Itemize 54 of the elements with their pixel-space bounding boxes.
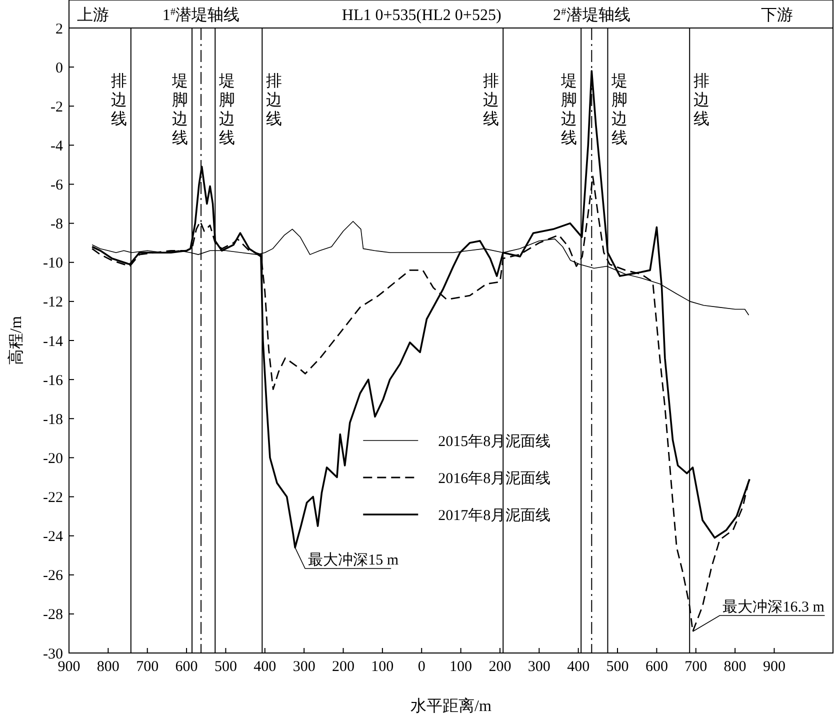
y-tick-label: 2 [56,21,63,38]
ref-line-label: 堤脚边线 [560,73,578,147]
ref-line-label: 排边线 [694,72,710,128]
y-axis-title: 高程/m [7,316,25,365]
text: 上游 [77,6,109,24]
y-tick-label: -16 [43,372,64,389]
ref-line-label: 1$^{#}$潜堤轴线 [162,6,240,24]
y-tick-label: -10 [43,256,63,272]
legend-label: 2016年8月泥面线 [438,470,551,487]
y-tick-label: -12 [43,294,63,311]
y-tick-label: -6 [50,178,64,194]
x-tick-label: 100 [371,659,394,675]
y-tick-label: -28 [43,607,63,624]
y-tick-label: -20 [43,450,63,467]
x-tick-label: 500 [214,659,237,675]
ref-line-label: 排边线 [266,72,282,128]
ref-line-label: 2$^{#}$潜堤轴线 [553,6,630,24]
y-tick-label: -26 [43,568,64,584]
x-tick-label: 500 [606,659,629,675]
x-tick-label: 400 [567,659,590,675]
x-tick-label: 300 [292,659,316,675]
annotation: 最大冲深16.3 m [722,598,825,616]
x-tick-label: 600 [645,659,668,675]
x-tick-label: 200 [332,659,355,675]
annotation: 最大冲深15 m [308,552,399,569]
x-tick-label: 100 [450,659,472,675]
y-tick-label: -8 [50,216,63,233]
y-tick-label: -2 [50,99,63,116]
x-tick-label: 700 [136,659,159,675]
ref-line-label: 堤脚边线 [610,73,628,147]
x-tick-label: 600 [175,659,198,675]
x-tick-label: 900 [762,659,786,675]
x-tick-label: 700 [684,659,708,675]
x-tick-label: 800 [96,659,120,675]
y-tick-label: -24 [43,529,64,546]
x-tick-label: 400 [254,659,276,675]
x-tick-label: 200 [488,659,512,675]
ref-line-label: 排边线 [483,72,500,128]
y-tick-label: -18 [43,412,63,428]
ref-line-label: 排边线 [110,72,127,128]
legend-label: 2015年8月泥面线 [438,432,551,450]
x-tick-label: 0 [418,659,426,675]
x-tick-label: 800 [724,659,746,675]
text: HL1 0+535(HL2 0+525) [342,7,502,24]
y-tick-label: 0 [56,60,63,76]
y-tick-label: -14 [43,334,64,350]
x-axis-title: 水平距离/m [410,697,492,715]
text: 下游 [761,7,793,24]
y-tick-label: -4 [50,138,64,154]
x-tick-label: 300 [528,659,550,675]
ref-line-label: 堤脚边线 [171,73,188,147]
legend-label: 2017年8月泥面线 [438,506,551,524]
y-tick-label: -22 [43,490,63,506]
ref-line-label: 堤脚边线 [218,73,236,147]
